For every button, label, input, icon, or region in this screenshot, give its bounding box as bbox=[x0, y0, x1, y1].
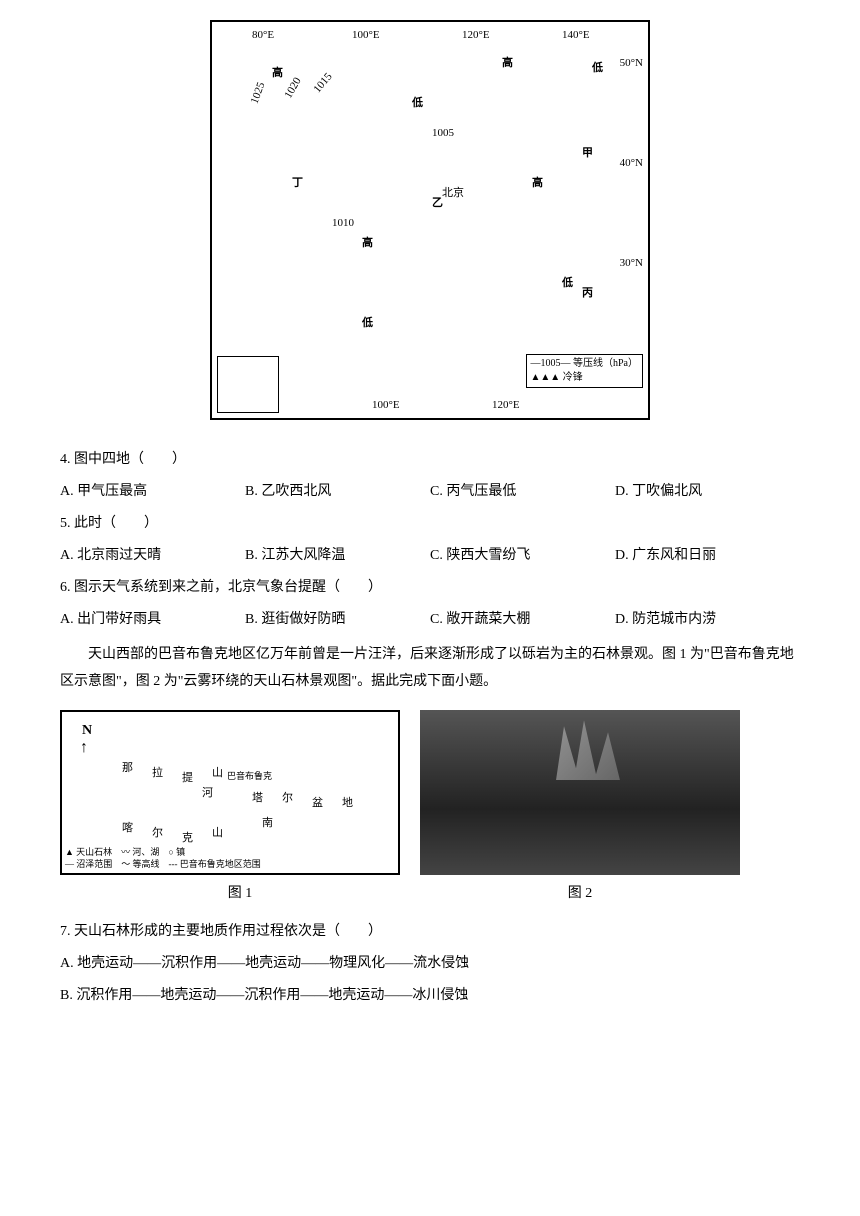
isobar-value: 1010 bbox=[332, 212, 354, 234]
lat-label: 40°N bbox=[620, 152, 643, 174]
q6-options: A. 出门带好雨具 B. 逛街做好防晒 C. 敞开蔬菜大棚 D. 防范城市内涝 bbox=[60, 606, 800, 634]
lon-label: 140°E bbox=[562, 24, 590, 46]
pressure-high: 高 bbox=[272, 62, 283, 84]
pressure-high: 高 bbox=[532, 172, 543, 194]
marker-bing: 丙 bbox=[582, 282, 593, 304]
q4-options: A. 甲气压最高 B. 乙吹西北风 C. 丙气压最低 D. 丁吹偏北风 bbox=[60, 478, 800, 506]
lat-label: 50°N bbox=[620, 52, 643, 74]
figure-labels-row: 图 1 图 2 bbox=[60, 880, 800, 908]
q4-option-a: A. 甲气压最高 bbox=[60, 478, 245, 506]
marker-beijing: 北京 bbox=[442, 182, 464, 204]
pressure-low: 低 bbox=[592, 57, 603, 79]
figure-1-map: N ↑ 那 拉 提 山 塔 尔 盆 地 河 喀 尔 克 山 巴音布鲁克 南 ▲ … bbox=[60, 710, 400, 875]
pressure-low: 低 bbox=[362, 312, 373, 334]
fig1-label: 盆 bbox=[312, 792, 323, 814]
legend-front: ▲▲▲ 冷锋 bbox=[531, 371, 639, 385]
fig1-legend: ▲ 天山石林 〰 河、湖 ○ 镇 — 沼泽范围 〜 等高线 --- 巴音布鲁克地… bbox=[65, 847, 261, 870]
fig1-legend-line1: ▲ 天山石林 〰 河、湖 ○ 镇 bbox=[65, 847, 261, 859]
pressure-low: 低 bbox=[412, 92, 423, 114]
q6-option-d: D. 防范城市内涝 bbox=[615, 606, 800, 634]
pressure-high: 高 bbox=[362, 232, 373, 254]
q4-option-d: D. 丁吹偏北风 bbox=[615, 478, 800, 506]
fig1-label: 南 bbox=[262, 812, 273, 834]
pressure-high: 高 bbox=[502, 52, 513, 74]
q5-stem: 5. 此时（ ） bbox=[60, 510, 800, 538]
lon-bottom: 120°E bbox=[492, 394, 520, 416]
fig2-caption: 图 2 bbox=[420, 880, 740, 908]
fig1-label: 巴音布鲁克 bbox=[227, 767, 272, 785]
fig1-label: 塔 bbox=[252, 787, 263, 809]
fig1-label: 尔 bbox=[152, 822, 163, 844]
weather-map: 80°E 100°E 120°E 140°E 50°N 40°N 30°N 20… bbox=[210, 20, 650, 420]
lon-bottom: 100°E bbox=[372, 394, 400, 416]
lon-label: 80°E bbox=[252, 24, 274, 46]
q4-option-c: C. 丙气压最低 bbox=[430, 478, 615, 506]
q6-option-a: A. 出门带好雨具 bbox=[60, 606, 245, 634]
marker-jia: 甲 bbox=[582, 142, 593, 164]
figures-row: N ↑ 那 拉 提 山 塔 尔 盆 地 河 喀 尔 克 山 巴音布鲁克 南 ▲ … bbox=[60, 710, 800, 875]
weather-map-container: 80°E 100°E 120°E 140°E 50°N 40°N 30°N 20… bbox=[60, 20, 800, 431]
fig1-label: 提 bbox=[182, 767, 193, 789]
fig1-legend-line2: — 沼泽范围 〜 等高线 --- 巴音布鲁克地区范围 bbox=[65, 859, 261, 871]
q5-option-a: A. 北京雨过天晴 bbox=[60, 542, 245, 570]
fig1-label: 地 bbox=[342, 792, 353, 814]
fig1-label: 尔 bbox=[282, 787, 293, 809]
fig1-label: 那 bbox=[122, 757, 133, 779]
fig1-label: 山 bbox=[212, 762, 223, 784]
q5-options: A. 北京雨过天晴 B. 江苏大风降温 C. 陕西大雪纷飞 D. 广东风和日丽 bbox=[60, 542, 800, 570]
north-arrow-icon: ↑ bbox=[80, 732, 88, 764]
q5-option-c: C. 陕西大雪纷飞 bbox=[430, 542, 615, 570]
q4-option-b: B. 乙吹西北风 bbox=[245, 478, 430, 506]
q5-option-b: B. 江苏大风降温 bbox=[245, 542, 430, 570]
pressure-low: 低 bbox=[562, 272, 573, 294]
lon-label: 100°E bbox=[352, 24, 380, 46]
fig1-label: 河 bbox=[202, 782, 213, 804]
q7-option-a: A. 地壳运动——沉积作用——地壳运动——物理风化——流水侵蚀 bbox=[60, 950, 800, 978]
map-legend: —1005— 等压线（hPa） ▲▲▲ 冷锋 bbox=[526, 354, 644, 388]
q6-option-b: B. 逛街做好防晒 bbox=[245, 606, 430, 634]
q6-option-c: C. 敞开蔬菜大棚 bbox=[430, 606, 615, 634]
context-text: 天山西部的巴音布鲁克地区亿万年前曾是一片汪洋，后来逐渐形成了以砾岩为主的石林景观… bbox=[60, 642, 800, 695]
fig1-label: 拉 bbox=[152, 762, 163, 784]
isobar-value: 1005 bbox=[432, 122, 454, 144]
q6-stem: 6. 图示天气系统到来之前，北京气象台提醒（ ） bbox=[60, 574, 800, 602]
figure-2-photo bbox=[420, 710, 740, 875]
isobar-value: 1025 bbox=[244, 79, 272, 107]
marker-ding: 丁 bbox=[292, 172, 303, 194]
q4-stem: 4. 图中四地（ ） bbox=[60, 446, 800, 474]
lat-label: 30°N bbox=[620, 252, 643, 274]
q7-option-b: B. 沉积作用——地壳运动——沉积作用——地壳运动——冰川侵蚀 bbox=[60, 982, 800, 1010]
lon-label: 120°E bbox=[462, 24, 490, 46]
isobar-value: 1015 bbox=[308, 68, 339, 99]
legend-isobar: —1005— 等压线（hPa） bbox=[531, 357, 639, 371]
fig1-caption: 图 1 bbox=[60, 880, 420, 908]
q5-option-d: D. 广东风和日丽 bbox=[615, 542, 800, 570]
fig1-label: 喀 bbox=[122, 817, 133, 839]
q7-stem: 7. 天山石林形成的主要地质作用过程依次是（ ） bbox=[60, 918, 800, 946]
fig1-label: 山 bbox=[212, 822, 223, 844]
